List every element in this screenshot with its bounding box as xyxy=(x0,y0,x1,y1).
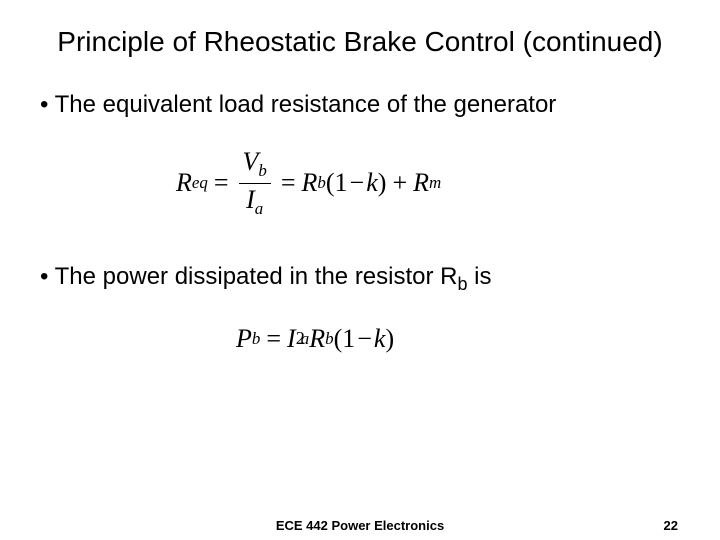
eq1-Rm-sub: m xyxy=(429,173,441,193)
eq1-I-sub: a xyxy=(255,199,263,218)
footer-course: ECE 442 Power Electronics xyxy=(276,518,444,533)
eq1-Rb-sub: b xyxy=(317,173,325,193)
eq2-k: k xyxy=(374,324,386,354)
eq1-R: R xyxy=(176,168,192,198)
eq1-equals-2: = xyxy=(281,168,296,198)
eq1-equals-1: = xyxy=(214,168,229,198)
eq2-rparen: ) xyxy=(385,324,394,354)
eq1-lparen: ( xyxy=(326,168,335,198)
eq1-R-sub: eq xyxy=(192,173,208,193)
eq1-I: I xyxy=(246,185,255,214)
eq2-one: 1 xyxy=(342,324,355,354)
eq1-Rb: R xyxy=(302,168,318,198)
bullet-2-suffix: is xyxy=(468,263,492,290)
eq1-frac-den: Ia xyxy=(242,184,267,219)
slide: Principle of Rheostatic Brake Control (c… xyxy=(0,0,720,540)
eq1-minus: − xyxy=(350,168,365,198)
equation-2: Pb = I2a Rb (1−k) xyxy=(236,324,394,354)
eq2-I: I xyxy=(287,324,296,354)
eq2-Rb: R xyxy=(309,324,325,354)
footer-page-number: 22 xyxy=(664,518,678,533)
eq1-frac-num: Vb xyxy=(239,148,271,184)
eq1-V-sub: b xyxy=(258,161,266,180)
eq1-fraction: Vb Ia xyxy=(239,148,271,219)
equation-1-container: Req = Vb Ia = Rb (1−k) + Rm xyxy=(176,148,684,219)
equation-2-container: Pb = I2a Rb (1−k) xyxy=(236,324,684,354)
eq1-plus: + xyxy=(392,168,407,198)
eq2-P: P xyxy=(236,324,252,354)
bullet-1: The equivalent load resistance of the ge… xyxy=(40,89,684,120)
eq1-rparen: ) xyxy=(378,168,387,198)
eq2-Rb-sub: b xyxy=(325,329,333,349)
bullet-2-sub: b xyxy=(458,274,468,294)
eq1-Rm: R xyxy=(413,168,429,198)
eq1-one: 1 xyxy=(335,168,348,198)
slide-title: Principle of Rheostatic Brake Control (c… xyxy=(36,24,684,59)
eq2-lparen: ( xyxy=(334,324,343,354)
eq1-V: V xyxy=(243,147,259,176)
eq2-I-sub: a xyxy=(301,329,309,349)
eq2-minus: − xyxy=(357,324,372,354)
eq2-P-sub: b xyxy=(252,329,260,349)
eq2-equals: = xyxy=(266,324,281,354)
eq1-k: k xyxy=(366,168,378,198)
bullet-2-prefix: The power dissipated in the resistor R xyxy=(55,263,458,290)
bullet-2: The power dissipated in the resistor Rb … xyxy=(40,261,684,296)
equation-1: Req = Vb Ia = Rb (1−k) + Rm xyxy=(176,148,441,219)
